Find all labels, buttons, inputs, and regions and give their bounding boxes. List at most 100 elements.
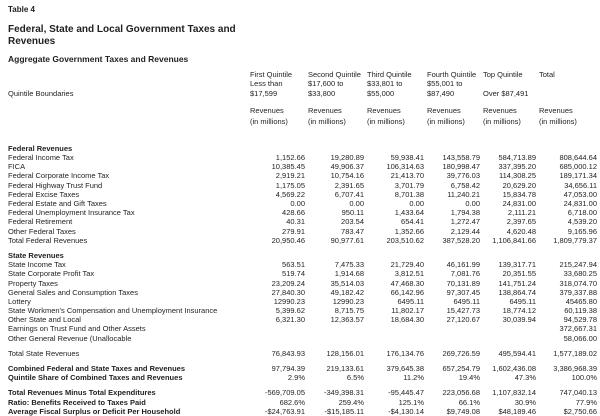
cell-value: 15,427.73 <box>446 306 480 316</box>
cell-value: 141,751.24 <box>498 278 536 288</box>
cell-value: 8,715.75 <box>334 306 364 316</box>
cell-value <box>427 251 483 260</box>
cell-value: 215,247.94 <box>559 260 597 270</box>
column-header: Top Quintile Over $87,491 <box>483 70 539 98</box>
cell-value: 0.00 <box>465 199 480 209</box>
row-label: Other Federal Taxes <box>8 226 76 236</box>
cell-value: 34,656.11 <box>564 180 597 190</box>
cell-value: 30.9% <box>514 397 536 407</box>
cell-value: 19,280.89 <box>330 153 364 163</box>
table-row: Combined Federal and State Taxes and Rev… <box>8 364 600 373</box>
cell-value: -$4,130.14 <box>388 406 424 416</box>
cell-value: -$24,763.91 <box>264 406 305 416</box>
cell-value: 6,321.30 <box>275 315 305 325</box>
table-row: Total Revenues Minus Total Expenditures -… <box>8 388 600 397</box>
report-title: Federal, State and Local Government Taxe… <box>8 24 236 47</box>
table-row: Total State Revenues 76,843.93 128,156.01 1… <box>8 349 600 358</box>
cell-value: 180,998.47 <box>442 162 480 172</box>
cell-value: 2,919.21 <box>275 171 305 181</box>
cell-value: 106,314.63 <box>386 162 424 172</box>
cell-value: 379,337.88 <box>559 287 597 297</box>
cell-value <box>308 334 367 343</box>
cell-value: 15,834.78 <box>502 189 536 199</box>
row-label: Average Fiscal Surplus or Deficit Per Ho… <box>8 406 181 416</box>
row-label: Other State and Local <box>8 315 81 325</box>
cell-value <box>427 324 483 333</box>
cell-value: 8,701.38 <box>394 189 424 199</box>
cell-value: 49,906.37 <box>330 162 364 172</box>
table-row: Ratio: Benefits Received to Taxes Paid 68… <box>8 398 600 407</box>
cell-value: 584,713.89 <box>498 153 536 163</box>
cell-value: 6,758.42 <box>450 180 480 190</box>
cell-value: 0.00 <box>349 199 364 209</box>
cell-value: 379,645.38 <box>386 364 424 374</box>
table-row: Earnings on Trust Fund and Other Assets 3… <box>8 324 600 333</box>
table-row: Property Taxes 23,209.24 35,514.03 47,468.3… <box>8 279 600 288</box>
cell-value <box>308 251 367 260</box>
cell-value: 6.5% <box>346 373 364 383</box>
cell-value: 97,307.45 <box>446 287 480 297</box>
cell-value: 30,039.94 <box>502 315 536 325</box>
cell-value: 47,468.30 <box>390 278 424 288</box>
row-label: Federal Highway Trust Fund <box>8 180 103 190</box>
row-label: State Corporate Profit Tax <box>8 269 95 279</box>
cell-value: 100.0% <box>571 373 597 383</box>
cell-value: 1,175.05 <box>275 180 305 190</box>
cell-value: 1,809,779.37 <box>553 235 597 245</box>
unit-header: Revenues (in millions) <box>308 105 367 128</box>
cell-value: 114,308.25 <box>499 171 536 181</box>
table-row: Quintile Share of Combined Taxes and Rev… <box>8 373 600 382</box>
cell-value: 21,413.70 <box>390 171 424 181</box>
unit-header-line2: (in millions) <box>483 117 521 127</box>
column-header: Total <box>539 70 600 98</box>
unit-header-line1: Revenues <box>427 105 461 115</box>
column-header-range-line2: $33,800 <box>308 88 336 98</box>
row-label: Ratio: Benefits Received to Taxes Paid <box>8 397 146 407</box>
cell-value: 3,812.51 <box>394 269 424 279</box>
section-header-row: Federal Revenues <box>8 144 600 153</box>
cell-value: $48,189.46 <box>498 406 536 416</box>
cell-value: 12990.23 <box>332 296 364 306</box>
row-label: FICA <box>8 162 26 172</box>
table-row: Other General Revenue (Unallocable 58,066… <box>8 334 600 343</box>
row-label: Earnings on Trust Fund and Other Assets <box>8 324 146 334</box>
cell-value: 4,569.22 <box>275 189 305 199</box>
cell-value <box>367 144 427 153</box>
cell-value: $2,750.66 <box>563 406 597 416</box>
table-row: Federal Unemployment Insurance Tax 428.66… <box>8 208 600 217</box>
cell-value: 47,053.00 <box>563 189 597 199</box>
cell-value: 1,433.64 <box>394 208 424 218</box>
cell-value: 40.31 <box>286 217 305 227</box>
cell-value <box>250 144 308 153</box>
cell-value: 2,397.65 <box>506 217 536 227</box>
cell-value <box>250 334 308 343</box>
cell-value <box>250 251 308 260</box>
cell-value: 7,475.33 <box>334 260 364 270</box>
cell-value <box>308 144 367 153</box>
cell-value: 5,399.62 <box>275 306 305 316</box>
row-label: Federal Corporate Income Tax <box>8 171 110 181</box>
table-number-label: Table 4 <box>8 5 35 14</box>
cell-value: 12,363.57 <box>330 315 364 325</box>
table-row: Federal Retirement 40.31 203.54 654.41 1,272… <box>8 217 600 226</box>
cell-value: 18,684.30 <box>390 315 424 325</box>
cell-value: 49,182.42 <box>330 287 364 297</box>
row-label: State Workmen's Compensation and Unemplo… <box>8 306 218 316</box>
cell-value <box>427 334 483 343</box>
cell-value <box>483 144 539 153</box>
table-row: Federal Corporate Income Tax 2,919.21 10,7… <box>8 171 600 180</box>
unit-header-line2: (in millions) <box>367 117 405 127</box>
report-subtitle: Aggregate Government Taxes and Revenues <box>8 54 189 64</box>
cell-value: 97,794.39 <box>271 364 305 374</box>
table-row: State Workmen's Compensation and Unemplo… <box>8 306 600 315</box>
cell-value: 47.3% <box>514 373 536 383</box>
column-header-range-line1: $55,001 to <box>427 79 463 89</box>
cell-value: 20,351.55 <box>502 269 536 279</box>
column-header-name: Top Quintile <box>483 70 523 79</box>
unit-header-line2: (in millions) <box>308 117 346 127</box>
cell-value: 18,774.12 <box>502 306 536 316</box>
cell-value: 9,165.96 <box>567 226 597 236</box>
cell-value: 138,864.74 <box>498 287 536 297</box>
cell-value: -95,445.47 <box>388 388 424 398</box>
table-row: Federal Highway Trust Fund 1,175.05 2,391.… <box>8 181 600 190</box>
